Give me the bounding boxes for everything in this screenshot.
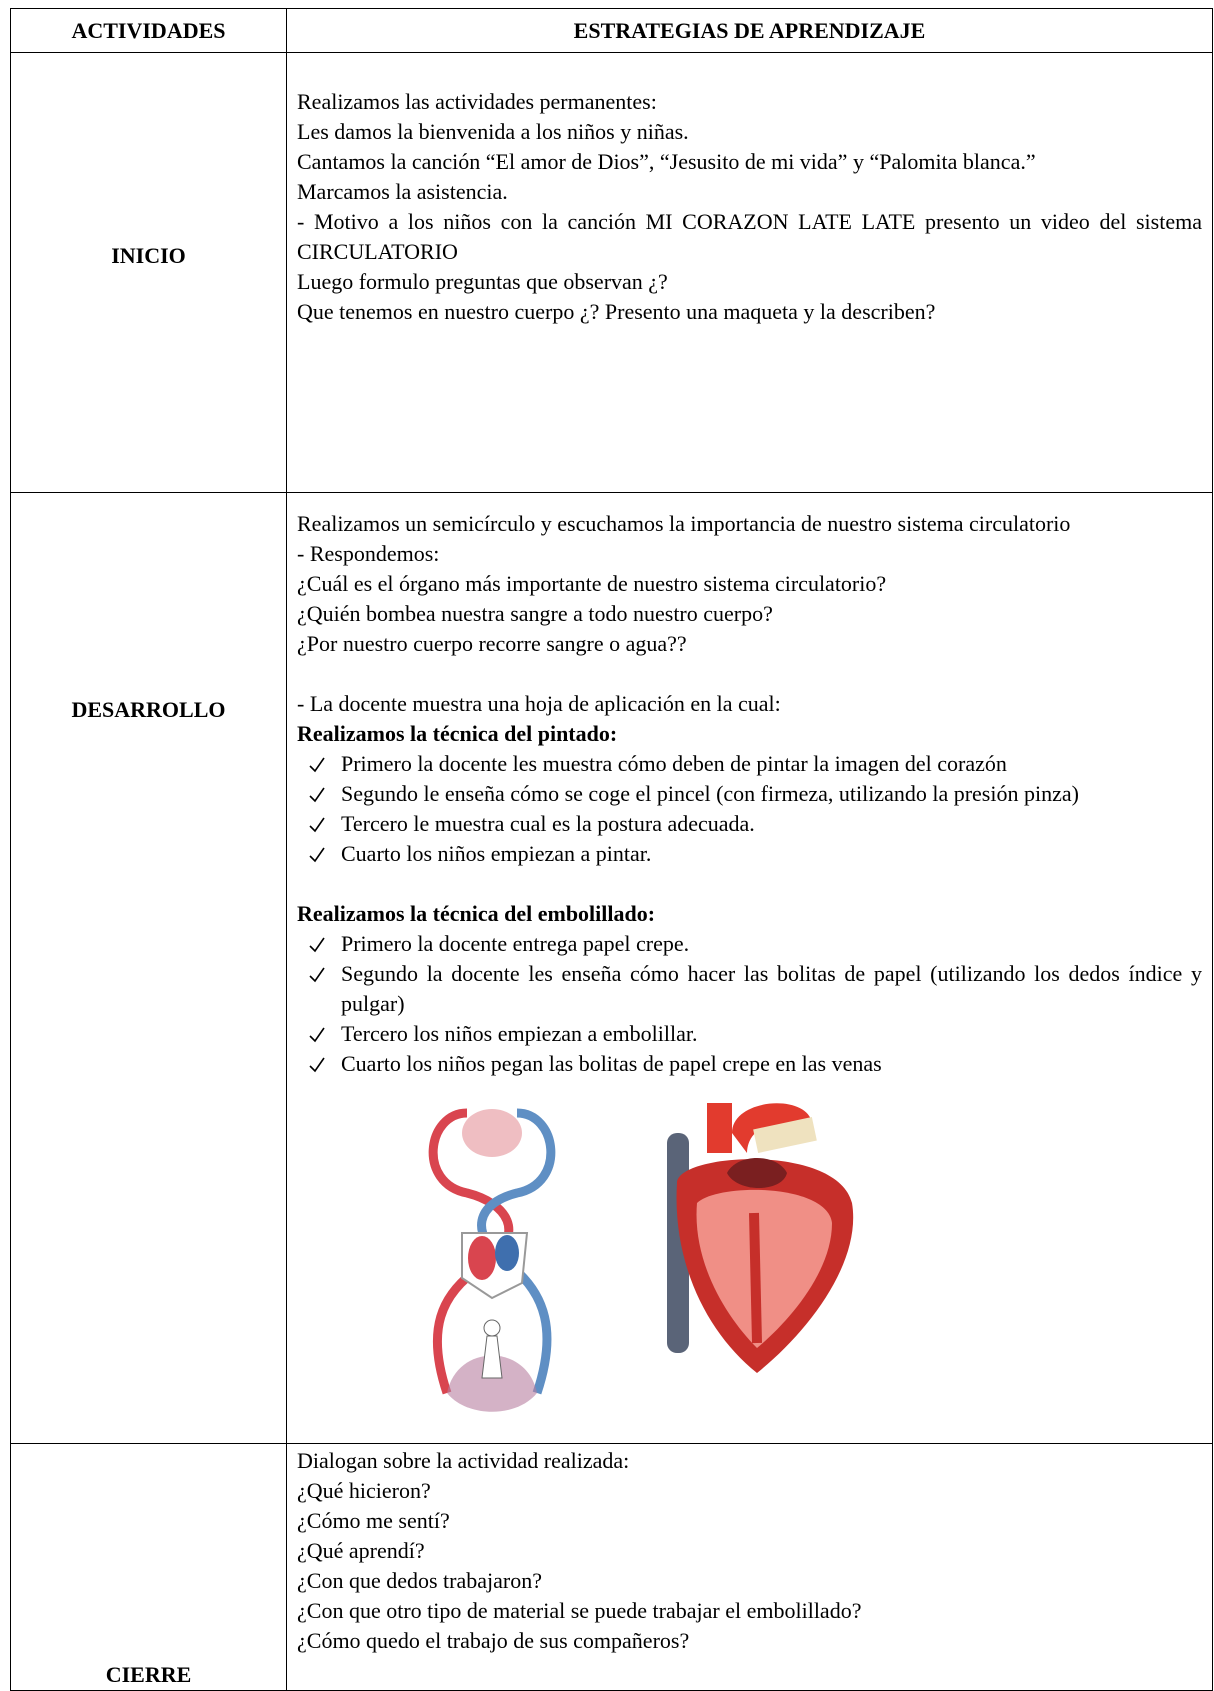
check-bullet <box>309 817 325 833</box>
text-line: - La docente muestra una hoja de aplicac… <box>297 691 781 716</box>
text-line: ¿Quién bombea nuestra sangre a todo nues… <box>297 601 773 626</box>
item-text: Tercero le muestra cual es la postura ad… <box>341 811 755 836</box>
illustrations <box>297 1079 1202 1443</box>
activity-label: DESARROLLO <box>71 697 226 722</box>
activity-label: INICIO <box>111 243 186 268</box>
text-line: - Motivo a los niños con la canción MI C… <box>297 209 1202 264</box>
item-text: Primero la docente entrega papel crepe. <box>341 931 690 956</box>
activity-label: CIERRE <box>105 1662 192 1687</box>
text-line: ¿Por nuestro cuerpo recorre sangre o agu… <box>297 631 687 656</box>
check-item: Tercero los niños empiezan a embolillar. <box>297 1019 1202 1049</box>
text-line: Cantamos la canción “El amor de Dios”, “… <box>297 149 1036 174</box>
header-row: ACTIVIDADES ESTRATEGIAS DE APRENDIZAJE <box>10 8 1213 53</box>
text-line: Realizamos las actividades permanentes: <box>297 89 657 114</box>
text-line: Realizamos un semicírculo y escuchamos l… <box>297 511 1071 536</box>
check-bullet <box>309 847 325 863</box>
text-line: Les damos la bienvenida a los niños y ni… <box>297 119 689 144</box>
item-text: Cuarto los niños empiezan a pintar. <box>341 841 652 866</box>
row-inicio: INICIO Realizamos las actividades perman… <box>10 52 1213 493</box>
activity-cell: INICIO <box>10 52 287 493</box>
spacer <box>297 869 1202 899</box>
page: ACTIVIDADES ESTRATEGIAS DE APRENDIZAJE I… <box>10 8 1213 1691</box>
text-line: Que tenemos en nuestro cuerpo ¿? Present… <box>297 299 936 324</box>
text-line: Dialogan sobre la actividad realizada: <box>297 1448 630 1473</box>
heart-diagram <box>667 1103 854 1373</box>
spacer <box>297 659 1202 689</box>
check-item: Segundo la docente les enseña cómo hacer… <box>297 959 1202 1019</box>
text-line: ¿Con que otro tipo de material se puede … <box>297 1598 862 1623</box>
activity-cell: DESARROLLO <box>10 492 287 1444</box>
text-line: ¿Cómo me sentí? <box>297 1508 450 1533</box>
strategy-cell: Realizamos un semicírculo y escuchamos l… <box>286 492 1213 1444</box>
check-item: Cuarto los niños pegan las bolitas de pa… <box>297 1049 1202 1079</box>
check-bullet <box>309 937 325 953</box>
check-item: Primero la docente les muestra cómo debe… <box>297 749 1202 779</box>
activity-cell: CIERRE <box>10 1443 287 1691</box>
text-line: ¿Cómo quedo el trabajo de sus compañeros… <box>297 1628 690 1653</box>
text-line: ¿Qué hicieron? <box>297 1478 431 1503</box>
strategy-cell: Dialogan sobre la actividad realizada: ¿Q… <box>286 1443 1213 1691</box>
item-text: Primero la docente les muestra cómo debe… <box>341 751 1007 776</box>
header-cell: ACTIVIDADES <box>10 8 287 53</box>
text-line: ¿Cuál es el órgano más importante de nue… <box>297 571 887 596</box>
strategy-cell: Realizamos las actividades permanentes: L… <box>286 52 1213 493</box>
text-line: Luego formulo preguntas que observan ¿? <box>297 269 668 294</box>
check-bullet <box>309 757 325 773</box>
check-bullet <box>309 1027 325 1043</box>
row-cierre: CIERRE Dialogan sobre la actividad reali… <box>10 1443 1213 1691</box>
circulation-diagram <box>428 1108 556 1412</box>
lesson-table: ACTIVIDADES ESTRATEGIAS DE APRENDIZAJE I… <box>10 8 1213 1691</box>
check-bullet <box>309 1057 325 1073</box>
text-line: Marcamos la asistencia. <box>297 179 508 204</box>
header-cell: ESTRATEGIAS DE APRENDIZAJE <box>286 8 1213 53</box>
item-text: Segundo le enseña cómo se coge el pincel… <box>341 781 1079 806</box>
check-item: Cuarto los niños empiezan a pintar. <box>297 839 1202 869</box>
text-line: - Respondemos: <box>297 541 440 566</box>
row-desarrollo: DESARROLLO Realizamos un semicírculo y e… <box>10 492 1213 1444</box>
item-text: Cuarto los niños pegan las bolitas de pa… <box>341 1051 882 1076</box>
check-bullet <box>309 787 325 803</box>
check-item: Tercero le muestra cual es la postura ad… <box>297 809 1202 839</box>
section-heading: Realizamos la técnica del embolillado: <box>297 901 656 926</box>
section-heading: Realizamos la técnica del pintado: <box>297 721 618 746</box>
check-item: Primero la docente entrega papel crepe. <box>297 929 1202 959</box>
check-bullet <box>309 967 325 983</box>
text-line: ¿Con que dedos trabajaron? <box>297 1568 542 1593</box>
check-item: Segundo le enseña cómo se coge el pincel… <box>297 779 1202 809</box>
text-line: ¿Qué aprendí? <box>297 1538 425 1563</box>
item-text: Tercero los niños empiezan a embolillar. <box>341 1021 698 1046</box>
item-text: Segundo la docente les enseña cómo hacer… <box>341 961 1202 1016</box>
